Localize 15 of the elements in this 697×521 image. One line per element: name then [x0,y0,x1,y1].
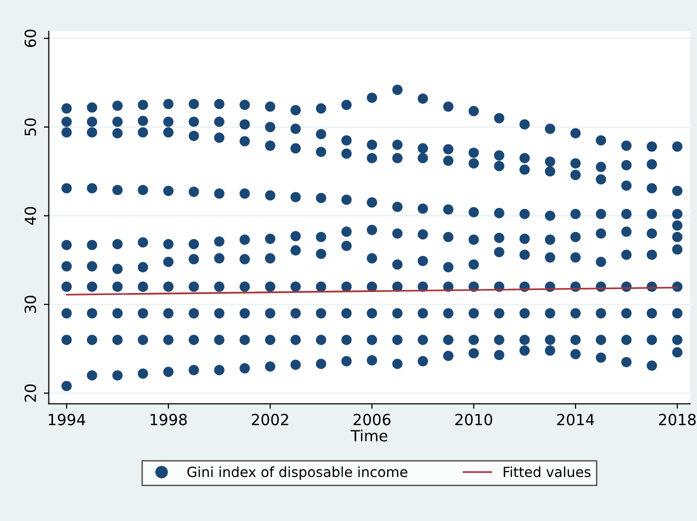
legend-label: Gini index of disposable income [187,466,408,480]
y-tick-label: 20 [24,384,36,402]
y-tick-label: 40 [24,207,36,225]
x-tick-label: 1994 [48,414,86,426]
x-tick-label: 2010 [455,414,492,426]
x-tick-label: 2018 [658,414,696,426]
x-tick-label: 2014 [557,414,594,426]
x-tick-label: 1998 [150,414,187,426]
x-tick-label: 2006 [354,414,390,426]
y-tick-label: 30 [24,296,36,313]
x-axis-title: Time [350,430,388,442]
x-tick-label: 2002 [252,414,288,426]
y-tick-label: 60 [24,30,36,48]
legend-label: Fitted values [504,466,590,478]
y-tick-label: 50 [24,118,36,136]
